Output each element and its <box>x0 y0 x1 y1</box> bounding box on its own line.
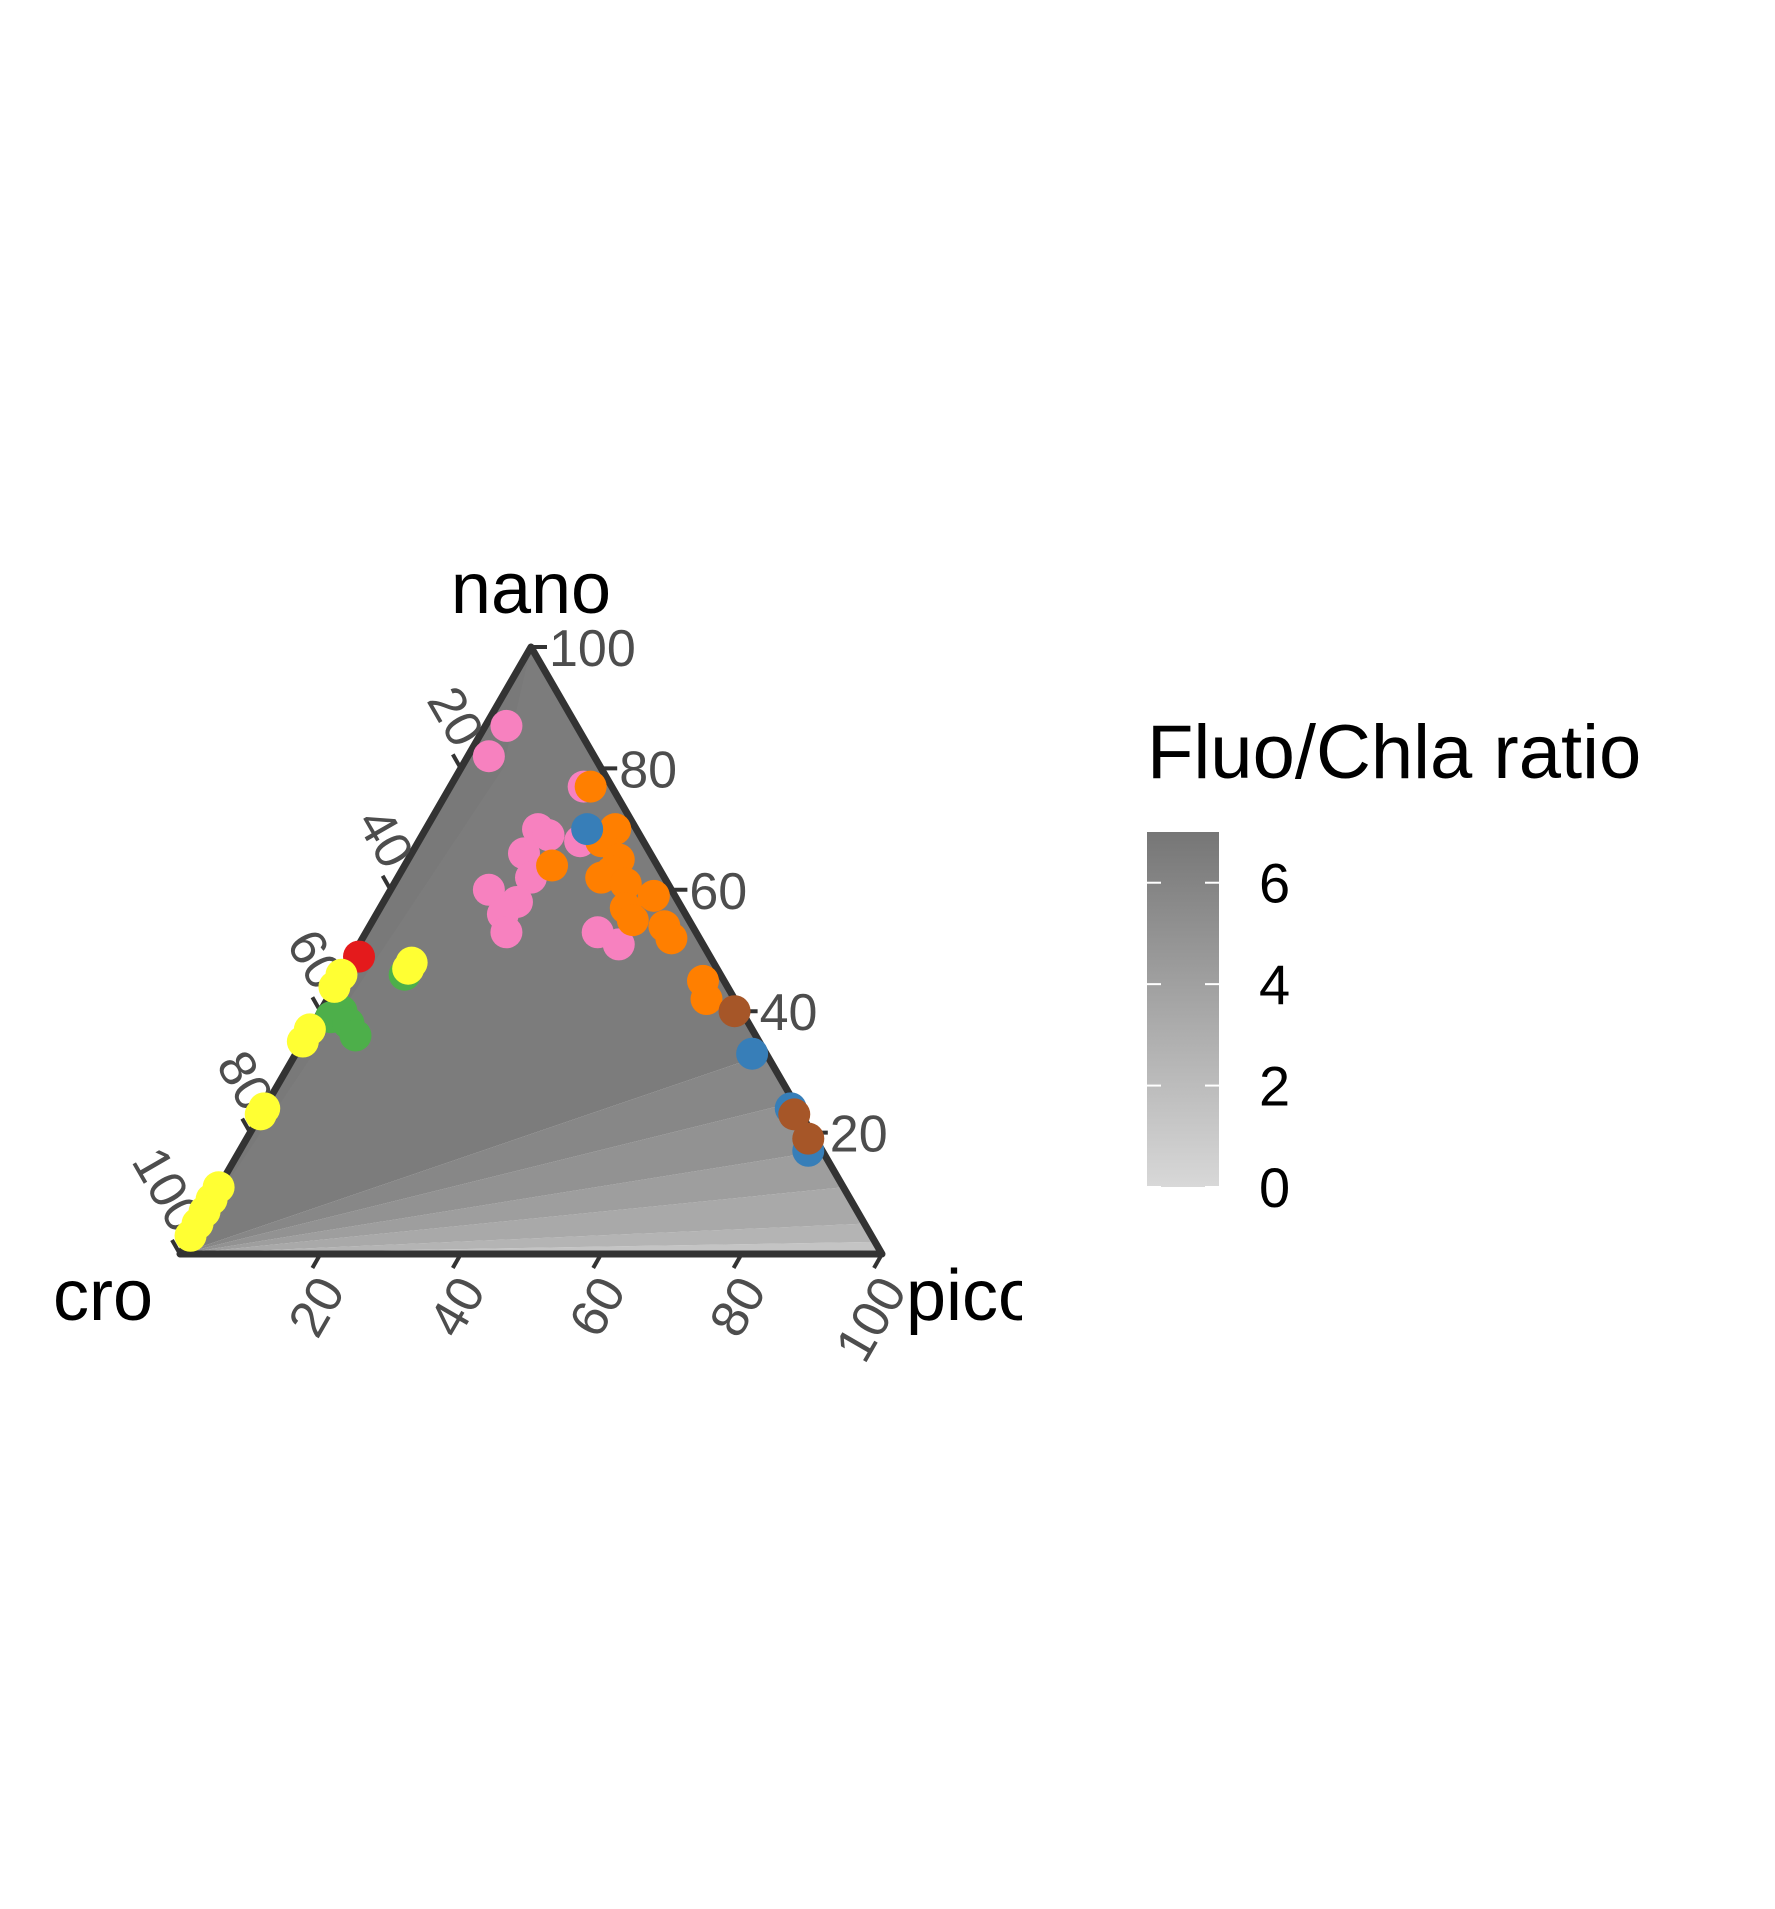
tick-label-nano: 40 <box>760 984 818 1042</box>
data-point <box>637 879 670 912</box>
data-point <box>609 867 642 900</box>
data-point <box>718 995 751 1028</box>
contour-band <box>180 1223 875 1254</box>
data-point <box>792 1122 825 1155</box>
tick-label-pico: 20 <box>278 1267 357 1346</box>
data-point <box>616 904 649 937</box>
legend-tick-label: 4 <box>1259 953 1290 1016</box>
legend-tick-label: 6 <box>1259 852 1290 915</box>
data-point <box>472 873 505 906</box>
tick-mark <box>451 1253 463 1269</box>
tick-label-nano: 20 <box>830 1106 888 1164</box>
data-point <box>490 709 523 742</box>
legend-tick-label: 2 <box>1259 1055 1290 1118</box>
contour-band <box>180 1150 844 1254</box>
axis-label-nano: nano <box>451 549 611 629</box>
data-point <box>244 1098 277 1131</box>
axis-label-cro: cro <box>53 1256 153 1336</box>
tick-label-pico: 100 <box>825 1267 919 1371</box>
data-point <box>318 970 351 1003</box>
data-point <box>571 813 604 846</box>
legend-tick-label: 0 <box>1259 1156 1290 1219</box>
legend-title: Fluo/Chla ratio <box>1147 710 1641 795</box>
tick-mark <box>170 1239 182 1255</box>
tick-label-pico: 40 <box>418 1267 497 1346</box>
tick-mark <box>731 1253 744 1269</box>
tick-mark <box>872 1253 884 1269</box>
data-point <box>536 849 569 882</box>
tick-label-nano: 100 <box>549 620 636 678</box>
data-point <box>574 770 607 803</box>
contour-band <box>180 1102 823 1254</box>
tick-mark <box>240 1117 252 1134</box>
tick-label-nano: 60 <box>689 863 747 921</box>
tick-mark <box>591 1253 603 1269</box>
contour-band <box>180 1053 795 1254</box>
tick-mark <box>451 753 463 770</box>
data-point <box>532 819 565 852</box>
tick-label-nano: 80 <box>619 741 677 799</box>
data-point <box>490 916 523 949</box>
data-point <box>286 1025 319 1058</box>
data-points <box>174 709 825 1252</box>
axis-label-pico: pico <box>906 1256 1038 1336</box>
data-point <box>174 1219 207 1252</box>
data-point <box>585 861 618 894</box>
contour-band <box>180 1187 865 1254</box>
data-point <box>339 1019 372 1052</box>
tick-mark <box>310 1253 323 1269</box>
data-point <box>507 837 540 870</box>
tick-label-pico: 80 <box>699 1267 778 1346</box>
data-point <box>602 928 635 961</box>
legend-colorbar <box>1147 832 1219 1187</box>
data-point <box>655 922 688 955</box>
data-point <box>472 740 505 773</box>
data-point <box>690 983 723 1016</box>
legend-ticks: 0 2 4 6 <box>1147 852 1290 1219</box>
contour-band <box>180 647 767 1254</box>
data-point <box>778 1098 811 1131</box>
legend: Fluo/Chla ratio 0 2 4 6 <box>1147 710 1641 1219</box>
data-point <box>736 1037 769 1070</box>
tick-label-pico: 60 <box>558 1267 637 1346</box>
data-point <box>392 952 425 985</box>
tick-mark <box>380 874 393 891</box>
